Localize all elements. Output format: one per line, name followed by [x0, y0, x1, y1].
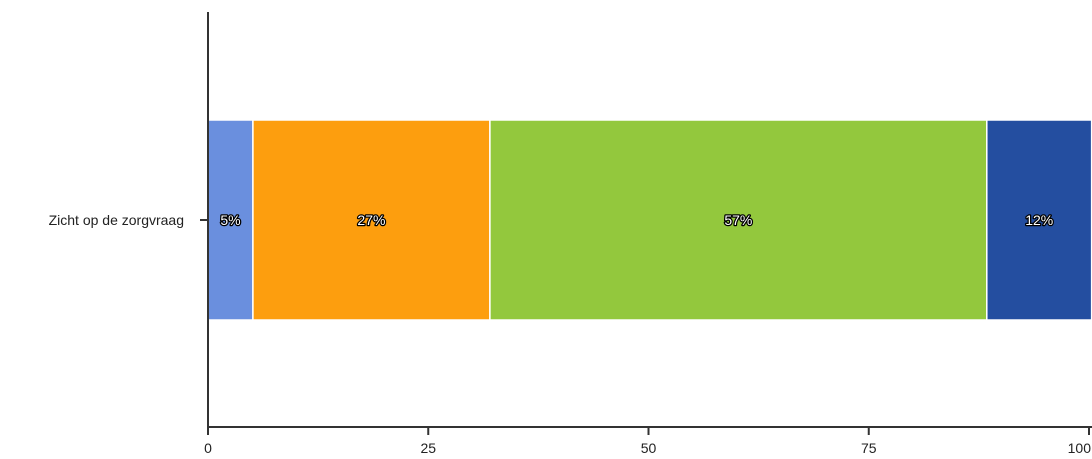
category-labels: Zicht op de zorgvraag — [49, 212, 208, 228]
x-axis-ticks: 0 25 50 75 100 — [204, 427, 1091, 456]
x-tick-label: 25 — [420, 440, 436, 456]
x-tick-label: 0 — [204, 440, 212, 456]
x-tick-label: 75 — [861, 440, 877, 456]
x-tick-label: 50 — [641, 440, 657, 456]
bar-segment-4 — [986, 119, 1092, 321]
data-labels: 5% 27% 57% 12% — [219, 211, 1054, 230]
category-label: Zicht op de zorgvraag — [49, 212, 184, 228]
bar-segment-1 — [207, 119, 254, 321]
data-label-4: 12% — [1025, 212, 1053, 228]
data-label-1: 5% — [220, 212, 240, 228]
bar-segments — [207, 119, 1092, 321]
bar-segment-3 — [489, 119, 988, 321]
data-label-2: 27% — [357, 212, 385, 228]
bar-segment-2 — [252, 119, 491, 321]
data-label-3: 57% — [724, 212, 752, 228]
x-tick-label: 100 — [1068, 440, 1092, 456]
